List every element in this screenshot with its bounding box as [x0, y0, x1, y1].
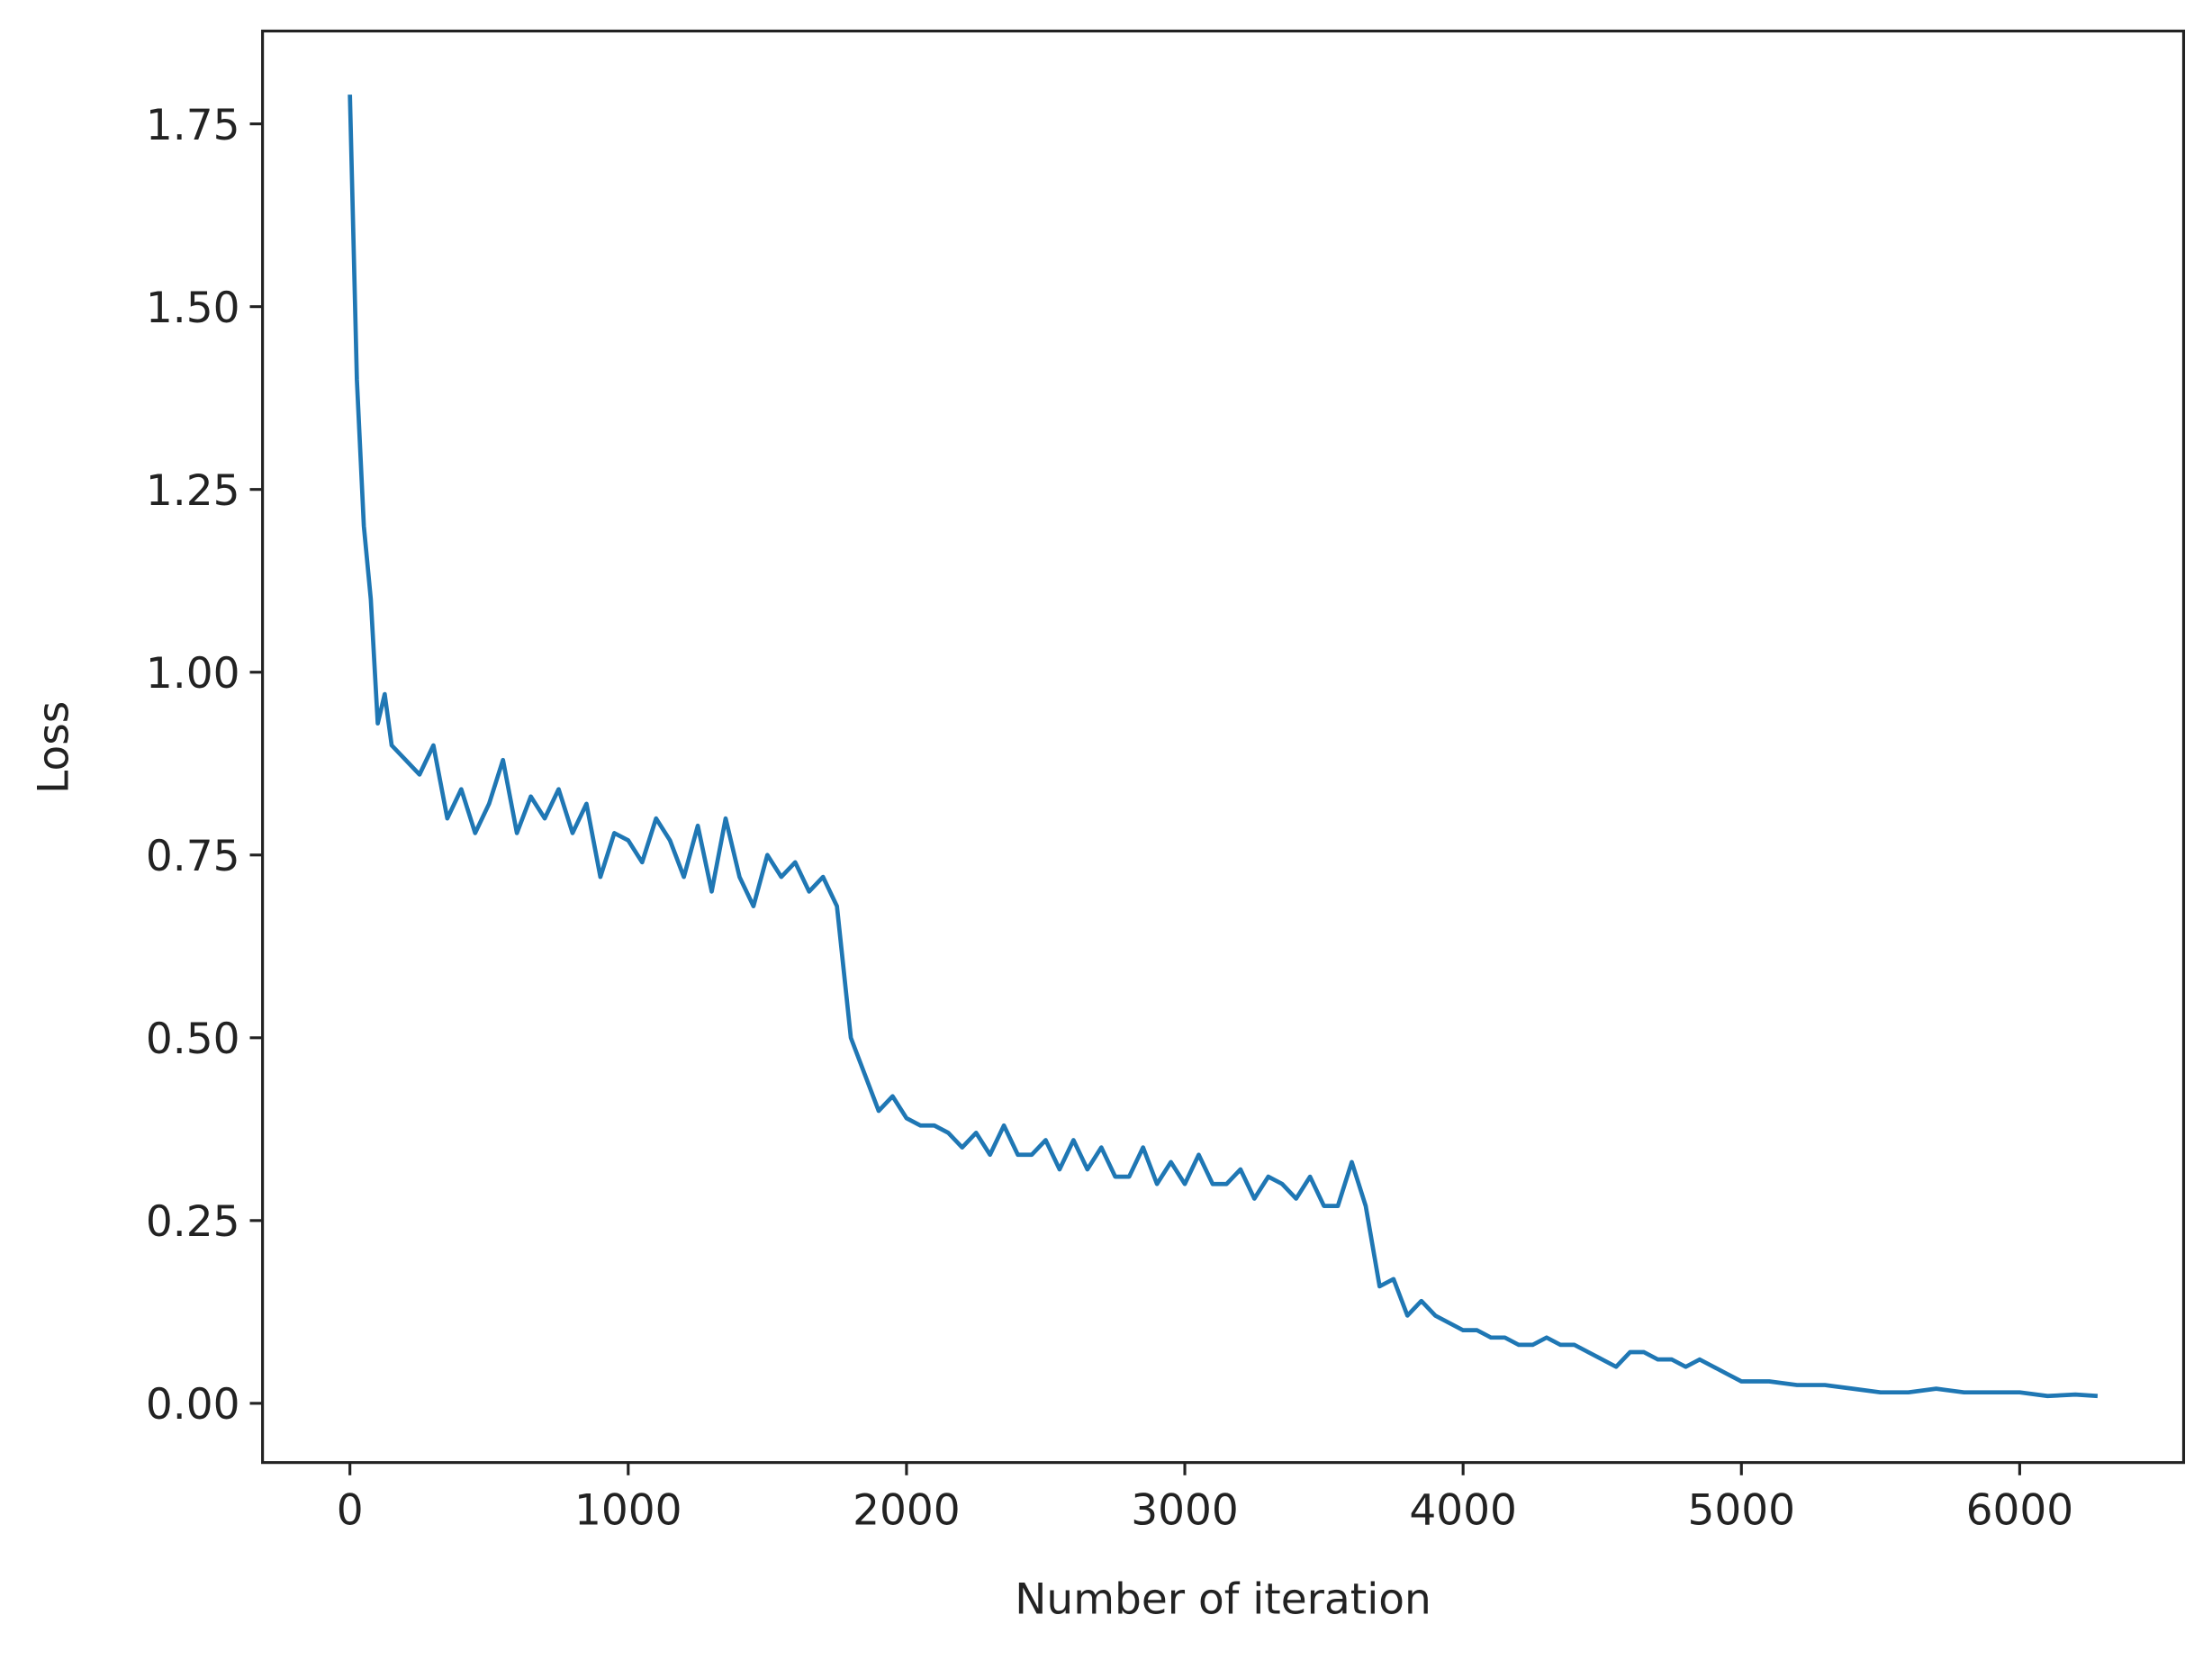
x-axis-label: Number of iteration [1015, 1574, 1431, 1624]
y-tick-label: 1.75 [146, 101, 240, 150]
y-tick-label: 0.00 [146, 1380, 240, 1430]
y-tick-label: 0.25 [146, 1197, 240, 1247]
plot-frame [261, 29, 2186, 1465]
loss-line [348, 95, 2099, 1399]
x-tick-label: 2000 [853, 1486, 961, 1536]
y-tick-label: 0.75 [146, 832, 240, 881]
y-tick-label: 1.00 [146, 649, 240, 699]
x-tick-label: 1000 [574, 1486, 682, 1536]
y-axis-label: Loss [29, 701, 78, 794]
y-tick-label: 1.50 [146, 284, 240, 333]
x-tick-label: 5000 [1687, 1486, 1795, 1536]
x-tick-label: 4000 [1409, 1486, 1517, 1536]
x-tick-label: 3000 [1131, 1486, 1239, 1536]
y-tick-label: 1.25 [146, 466, 240, 516]
x-tick-label: 0 [337, 1486, 364, 1536]
y-tick-label: 0.50 [146, 1015, 240, 1064]
x-tick-label: 6000 [1966, 1486, 2074, 1536]
